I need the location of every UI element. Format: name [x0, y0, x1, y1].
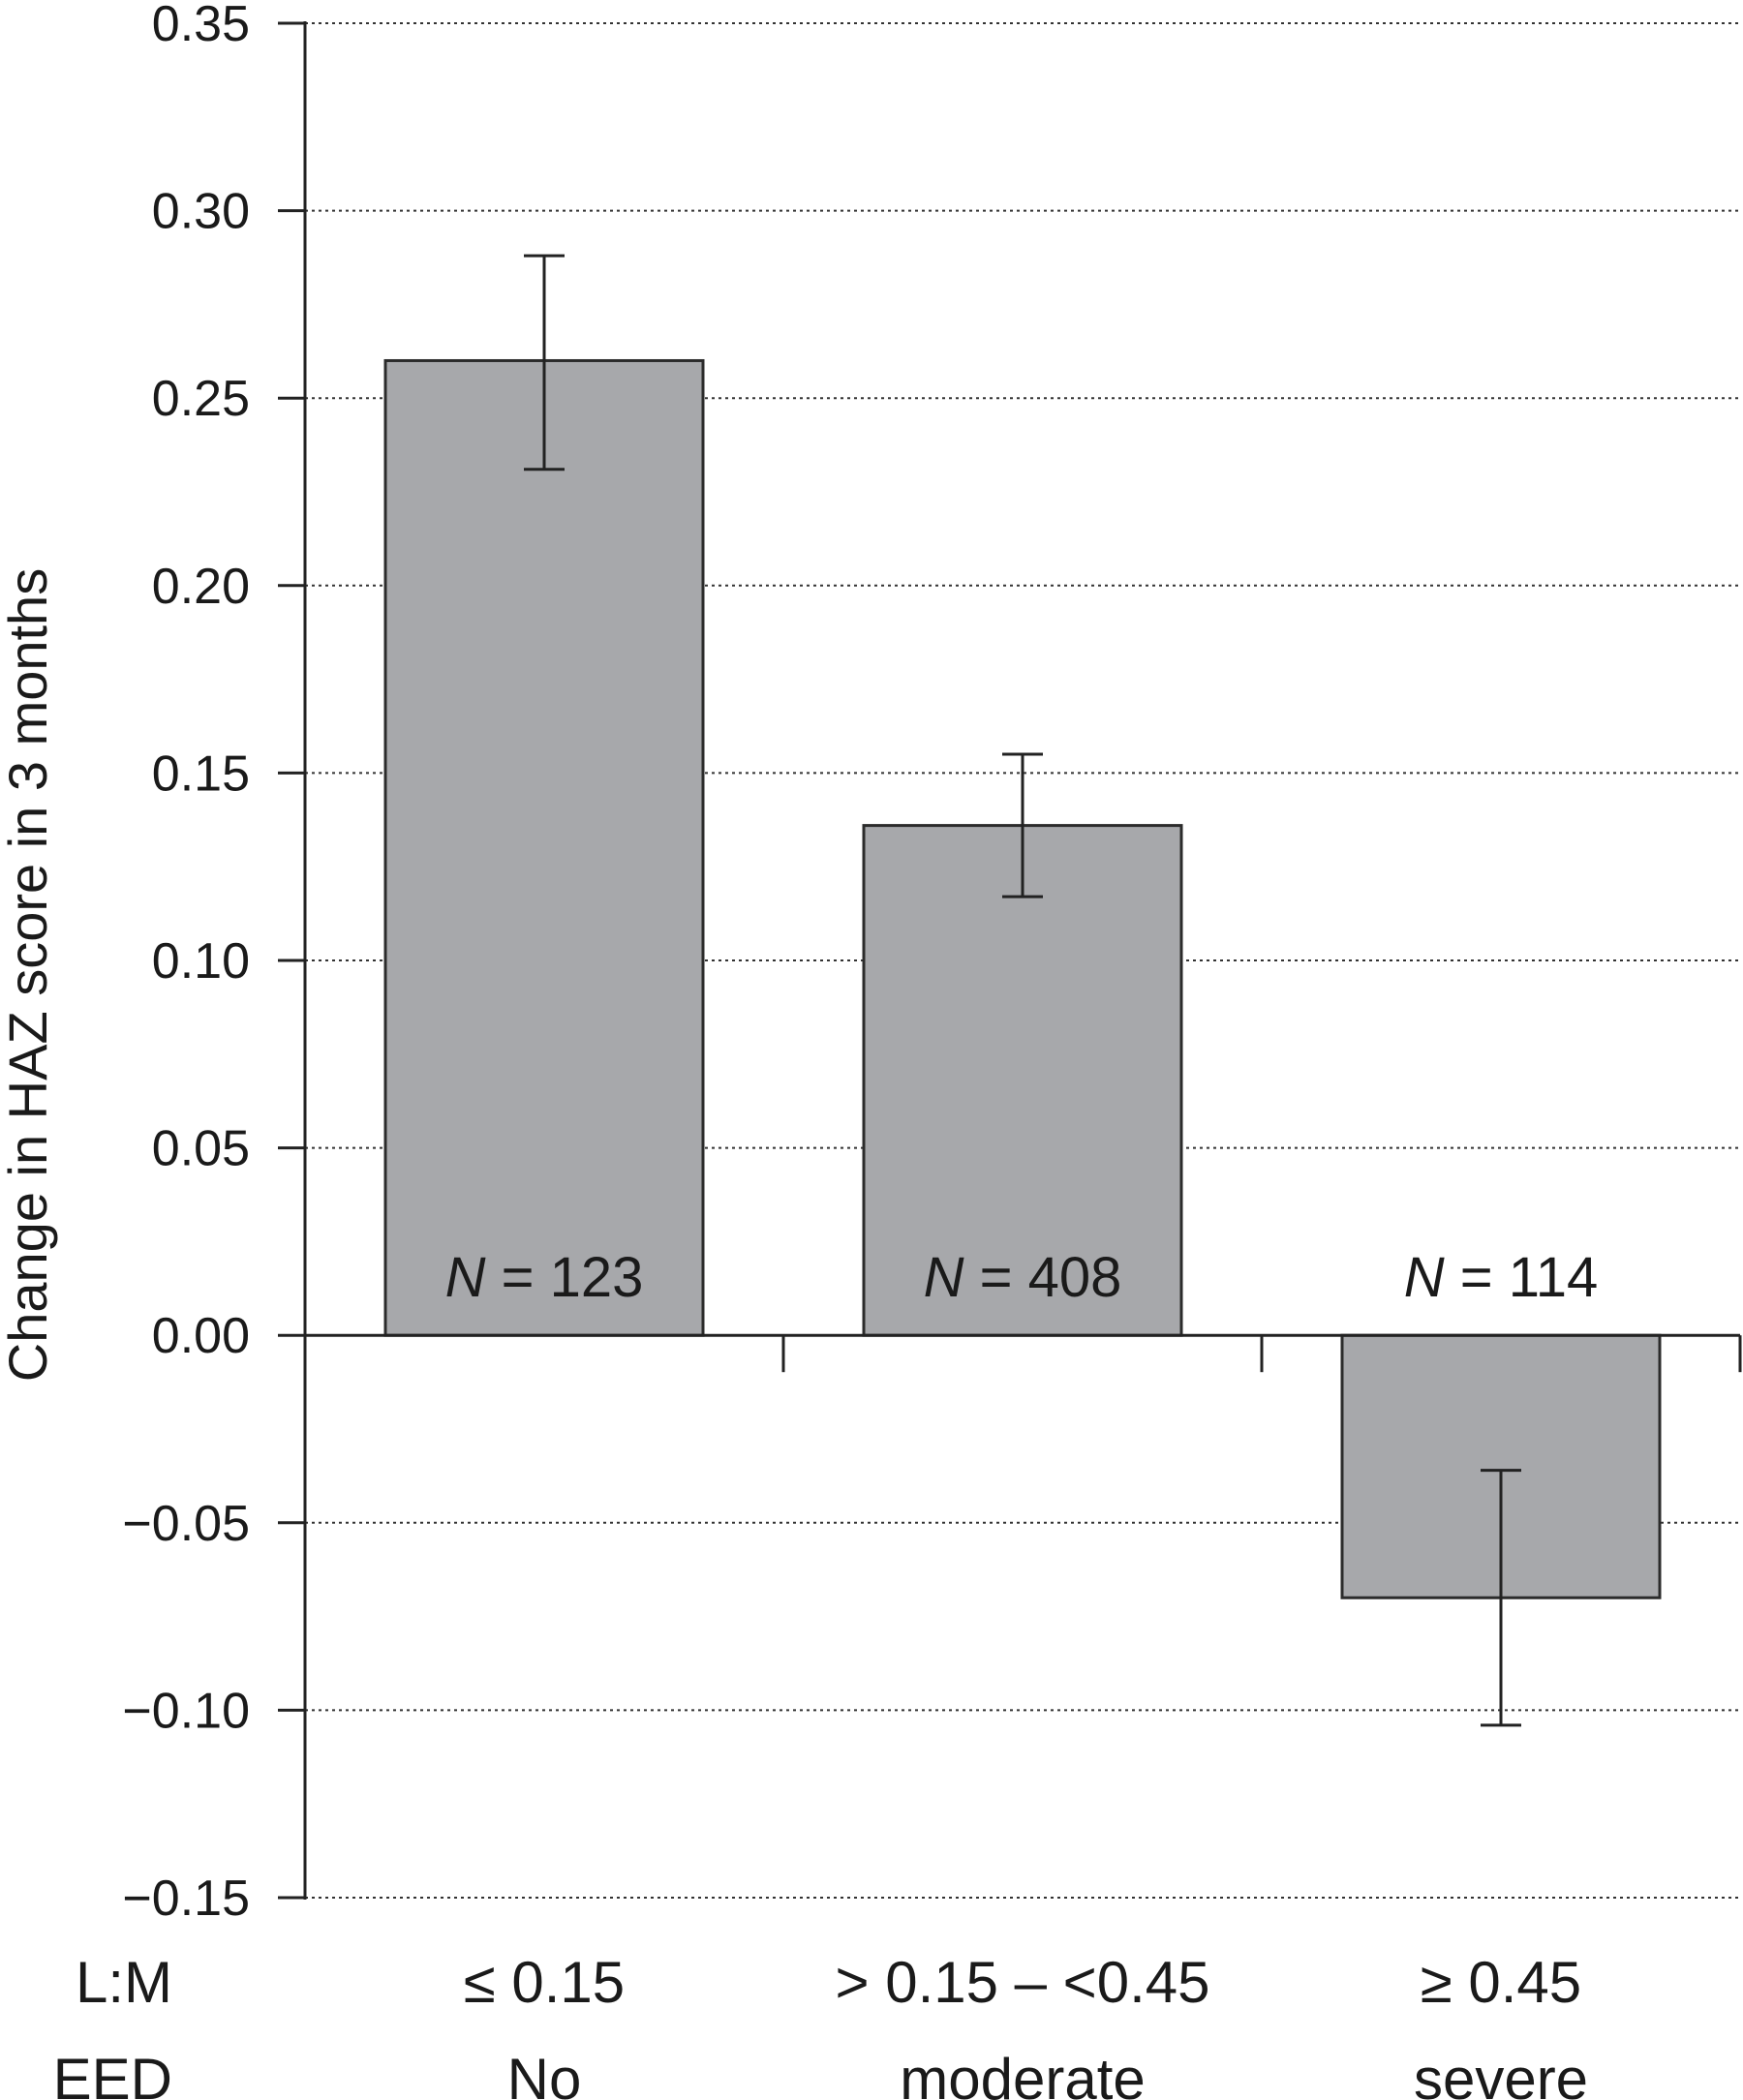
n-label-prefix: N	[445, 1246, 486, 1309]
y-tick-label: 0.05	[152, 1121, 250, 1177]
y-tick-label: −0.15	[122, 1871, 250, 1927]
eed-row-header: EED	[53, 2047, 172, 2100]
n-label-value: = 114	[1445, 1246, 1599, 1309]
x-category-labels: ≤ 0.15 No > 0.15 – <0.45 moderate ≥ 0.45 seve…	[53, 1950, 1588, 2100]
y-tick-label: 0.10	[152, 933, 250, 989]
y-tick-label: 0.35	[152, 0, 250, 52]
lm-category-label: ≤ 0.15	[464, 1950, 625, 2015]
n-label-prefix: N	[924, 1246, 964, 1309]
error-bars	[524, 254, 1521, 1727]
bar	[862, 824, 1183, 1337]
n-label: N = 123	[445, 1246, 644, 1309]
y-axis-title: Change in HAZ score in 3 months	[0, 568, 58, 1382]
n-label: N = 114	[1404, 1246, 1598, 1309]
y-tick-label: 0.15	[152, 746, 250, 802]
bars	[383, 358, 1662, 1599]
lm-row-header: L:M	[76, 1950, 172, 2015]
eed-category-label: No	[507, 2047, 582, 2100]
y-tick-label: 0.00	[152, 1308, 250, 1364]
y-tick-label: −0.10	[122, 1683, 250, 1739]
eed-category-label: severe	[1414, 2047, 1588, 2100]
n-label-value: = 408	[964, 1246, 1122, 1309]
y-tick-labels: 0.35 0.30 0.25 0.20 0.15 0.10 0.05 0.00 −0.05 −0.…	[122, 0, 250, 1927]
n-label-value: = 123	[486, 1246, 644, 1309]
lm-category-label: ≥ 0.45	[1421, 1950, 1581, 2015]
n-label-prefix: N	[1404, 1246, 1445, 1309]
y-tick-label: 0.25	[152, 371, 250, 427]
lm-category-label: > 0.15 – <0.45	[835, 1950, 1209, 2015]
n-labels: N = 123 N = 408 N = 114	[445, 1246, 1599, 1309]
eed-category-label: moderate	[900, 2047, 1145, 2100]
y-tick-label: 0.30	[152, 184, 250, 240]
n-label: N = 408	[924, 1246, 1122, 1309]
y-tick-label: −0.05	[122, 1496, 250, 1552]
y-tick-label: 0.20	[152, 559, 250, 615]
bar	[383, 358, 705, 1337]
axes	[278, 21, 1742, 1900]
